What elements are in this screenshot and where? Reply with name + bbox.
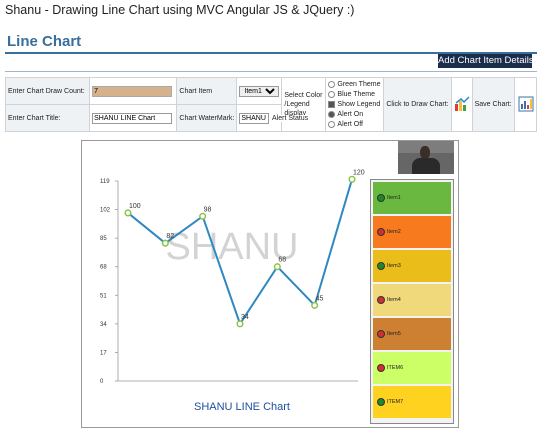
legend-label: ITEM7: [387, 399, 404, 405]
y-tick-label: 34: [100, 322, 107, 328]
click-draw-label: Click to Draw Chart:: [383, 77, 452, 132]
show-legend-checkbox[interactable]: Show Legend: [328, 100, 381, 110]
radio-icon: [328, 121, 336, 128]
data-point: [311, 301, 319, 309]
legend-item[interactable]: Item4: [373, 284, 451, 316]
data-label: 34: [241, 314, 249, 321]
data-point: [161, 239, 169, 247]
y-tick-label: 102: [100, 208, 111, 214]
data-point: [236, 320, 244, 328]
alert-off-radio[interactable]: Alert Off: [328, 120, 381, 130]
data-label: 120: [353, 169, 365, 176]
legend-item[interactable]: Item2: [373, 216, 451, 248]
toolbar-divider: [5, 71, 537, 72]
y-tick-label: 68: [100, 265, 107, 271]
watermark-label: Chart WaterMark:: [176, 104, 238, 132]
data-point: [348, 175, 356, 183]
chart-item-label: Chart Item: [176, 77, 238, 105]
section-divider: [5, 52, 537, 54]
y-tick-label: 0: [100, 379, 104, 385]
legend-item[interactable]: ITEM6: [373, 352, 451, 384]
legend-status-dot: [377, 364, 385, 372]
chart-settings-panel: Enter Chart Draw Count: Chart Item Item1…: [4, 77, 537, 132]
legend-status-dot: [377, 194, 385, 202]
legend-label: Item1: [387, 195, 401, 201]
data-point: [124, 209, 132, 217]
legend-status-dot: [377, 262, 385, 270]
alert-on-radio[interactable]: Alert On: [328, 110, 381, 120]
chart-draw-icon: [454, 95, 470, 111]
save-chart-button[interactable]: [514, 77, 537, 132]
legend-item[interactable]: ITEM7: [373, 386, 451, 418]
chart-item-select[interactable]: Item1: [239, 85, 280, 97]
data-label: 98: [204, 206, 212, 213]
chart-title-label: Enter Chart Title:: [4, 104, 91, 132]
y-tick-label: 17: [100, 350, 107, 356]
blue-theme-radio[interactable]: Blue Theme: [328, 90, 381, 100]
line-chart: SHANU 0 17 34 51 68 85 102 119 100 82 98 34 68 45 120…: [100, 169, 365, 413]
chart-legend: Item1 Item2 Item3 Item4 Item5 ITEM6 ITEM7: [370, 179, 454, 424]
data-label: 68: [278, 257, 286, 264]
y-tick-label: 119: [100, 179, 110, 185]
legend-label: Item2: [387, 229, 401, 235]
draw-count-label: Enter Chart Draw Count:: [4, 77, 91, 105]
y-tick-label: 51: [100, 293, 107, 299]
chart-title: SHANU LINE Chart: [194, 401, 290, 413]
radio-icon: [328, 111, 336, 118]
legend-item[interactable]: Item1: [373, 182, 451, 214]
draw-count-input[interactable]: [92, 85, 173, 97]
data-label: 82: [166, 233, 174, 240]
y-tick-label: 85: [100, 236, 107, 242]
legend-item[interactable]: Item3: [373, 250, 451, 282]
green-theme-radio[interactable]: Green Theme: [328, 80, 381, 90]
legend-status-dot: [377, 296, 385, 304]
radio-icon: [328, 91, 336, 98]
data-label: 45: [316, 295, 324, 302]
legend-item[interactable]: Item5: [373, 318, 451, 350]
app-title: Shanu - Drawing Line Chart using MVC Ang…: [5, 3, 355, 17]
legend-status-dot: [377, 228, 385, 236]
legend-status-dot: [377, 330, 385, 338]
watermark-input[interactable]: [239, 112, 270, 124]
section-title: Line Chart: [7, 33, 82, 50]
data-point: [273, 263, 281, 271]
legend-label: Item3: [387, 263, 401, 269]
legend-label: ITEM6: [387, 365, 404, 371]
legend-label: Item5: [387, 331, 401, 337]
alert-status-label: Alert Status: [272, 115, 309, 122]
legend-label: Item4: [387, 297, 401, 303]
select-color-label: Select Color /Legend display: [281, 77, 327, 132]
add-chart-item-button[interactable]: Add Chart Item Details: [438, 54, 534, 68]
checkbox-icon: [328, 101, 336, 108]
radio-icon: [328, 81, 336, 88]
save-chart-icon: [518, 96, 534, 111]
user-photo: [398, 141, 454, 174]
chart-canvas: SHANU 0 17 34 51 68 85 102 119 100 82 98 34 68 45 120…: [81, 140, 459, 428]
save-chart-label: Save Chart:: [471, 77, 516, 132]
legend-status-dot: [377, 398, 385, 406]
chart-title-input[interactable]: [92, 112, 173, 124]
data-point: [199, 212, 207, 220]
data-label: 100: [129, 203, 141, 210]
chart-watermark: SHANU: [165, 226, 298, 268]
draw-chart-button[interactable]: [450, 77, 473, 132]
